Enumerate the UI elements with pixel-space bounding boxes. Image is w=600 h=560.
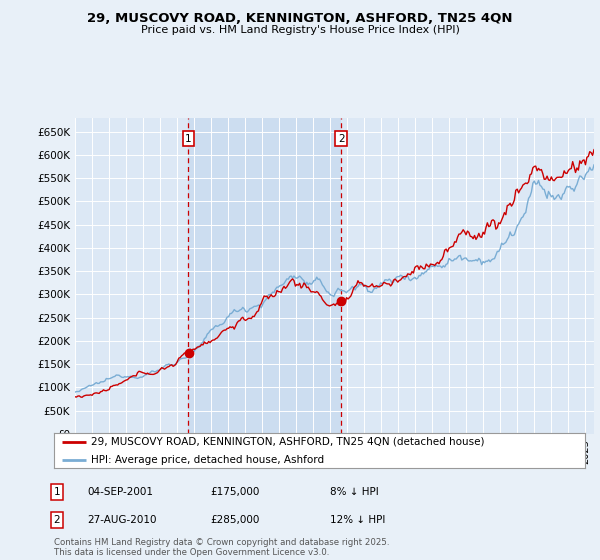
- Text: 1: 1: [185, 133, 192, 143]
- Text: 29, MUSCOVY ROAD, KENNINGTON, ASHFORD, TN25 4QN (detached house): 29, MUSCOVY ROAD, KENNINGTON, ASHFORD, T…: [91, 437, 485, 446]
- Text: 29, MUSCOVY ROAD, KENNINGTON, ASHFORD, TN25 4QN: 29, MUSCOVY ROAD, KENNINGTON, ASHFORD, T…: [87, 12, 513, 25]
- Text: Price paid vs. HM Land Registry's House Price Index (HPI): Price paid vs. HM Land Registry's House …: [140, 25, 460, 35]
- Text: 27-AUG-2010: 27-AUG-2010: [87, 515, 157, 525]
- Text: 8% ↓ HPI: 8% ↓ HPI: [330, 487, 379, 497]
- Text: 04-SEP-2001: 04-SEP-2001: [87, 487, 153, 497]
- Text: HPI: Average price, detached house, Ashford: HPI: Average price, detached house, Ashf…: [91, 455, 324, 465]
- Text: 1: 1: [53, 487, 61, 497]
- Text: 2: 2: [53, 515, 61, 525]
- Text: £175,000: £175,000: [210, 487, 259, 497]
- Text: 2: 2: [338, 133, 344, 143]
- Text: £285,000: £285,000: [210, 515, 259, 525]
- Bar: [188, 118, 341, 434]
- Text: Contains HM Land Registry data © Crown copyright and database right 2025.
This d: Contains HM Land Registry data © Crown c…: [54, 538, 389, 557]
- Text: 12% ↓ HPI: 12% ↓ HPI: [330, 515, 385, 525]
